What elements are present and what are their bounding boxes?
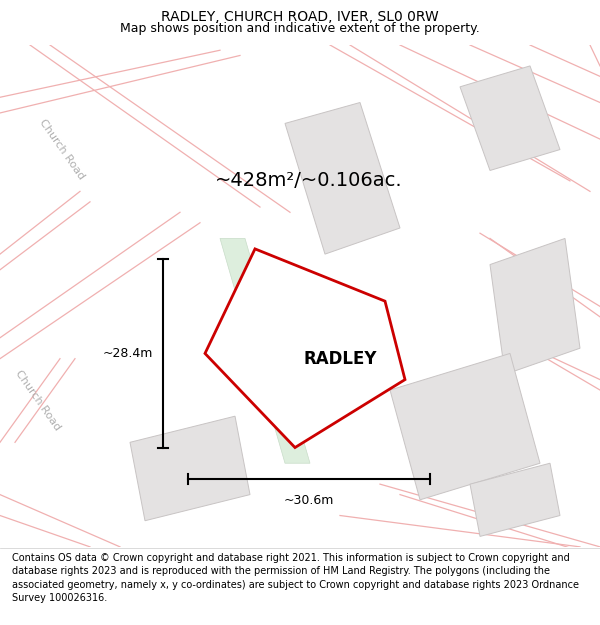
Text: ~428m²/~0.106ac.: ~428m²/~0.106ac. xyxy=(215,171,403,191)
Text: Contains OS data © Crown copyright and database right 2021. This information is : Contains OS data © Crown copyright and d… xyxy=(12,553,579,602)
Polygon shape xyxy=(130,416,250,521)
Polygon shape xyxy=(470,463,560,536)
Text: ~30.6m: ~30.6m xyxy=(284,494,334,506)
Text: Church Road: Church Road xyxy=(38,118,86,181)
Polygon shape xyxy=(460,66,560,171)
Polygon shape xyxy=(390,354,540,500)
Text: RADLEY: RADLEY xyxy=(303,349,377,368)
Text: ~28.4m: ~28.4m xyxy=(103,347,153,360)
Polygon shape xyxy=(250,322,345,416)
Text: Map shows position and indicative extent of the property.: Map shows position and indicative extent… xyxy=(120,22,480,35)
Text: RADLEY, CHURCH ROAD, IVER, SL0 0RW: RADLEY, CHURCH ROAD, IVER, SL0 0RW xyxy=(161,10,439,24)
Polygon shape xyxy=(285,102,400,254)
Polygon shape xyxy=(490,238,580,374)
Polygon shape xyxy=(205,249,405,448)
Polygon shape xyxy=(220,238,310,463)
Text: Church Road: Church Road xyxy=(14,369,62,432)
